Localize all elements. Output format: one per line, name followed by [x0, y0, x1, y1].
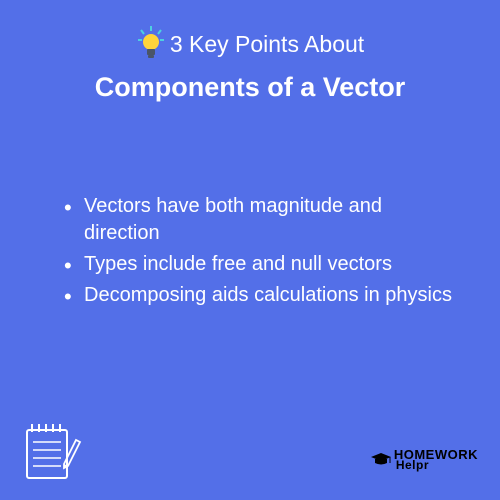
- list-item: Vectors have both magnitude and directio…: [60, 193, 460, 247]
- graduation-cap-icon: [370, 451, 392, 467]
- header: 3 Key Points About Components of a Vecto…: [0, 0, 500, 103]
- key-points-list: Vectors have both magnitude and directio…: [0, 193, 500, 309]
- homework-helpr-logo: HOMEWORK Helpr: [370, 449, 478, 470]
- subtitle-row: 3 Key Points About: [0, 26, 500, 62]
- list-item: Decomposing aids calculations in physics: [60, 282, 460, 309]
- lightbulb-icon: [136, 26, 166, 62]
- logo-text-bottom: Helpr: [396, 460, 478, 470]
- title-text: Components of a Vector: [0, 72, 500, 103]
- notepad-icon: [22, 420, 82, 482]
- subtitle-text: 3 Key Points About: [170, 31, 364, 58]
- list-item: Types include free and null vectors: [60, 251, 460, 278]
- logo-text: HOMEWORK Helpr: [394, 449, 478, 470]
